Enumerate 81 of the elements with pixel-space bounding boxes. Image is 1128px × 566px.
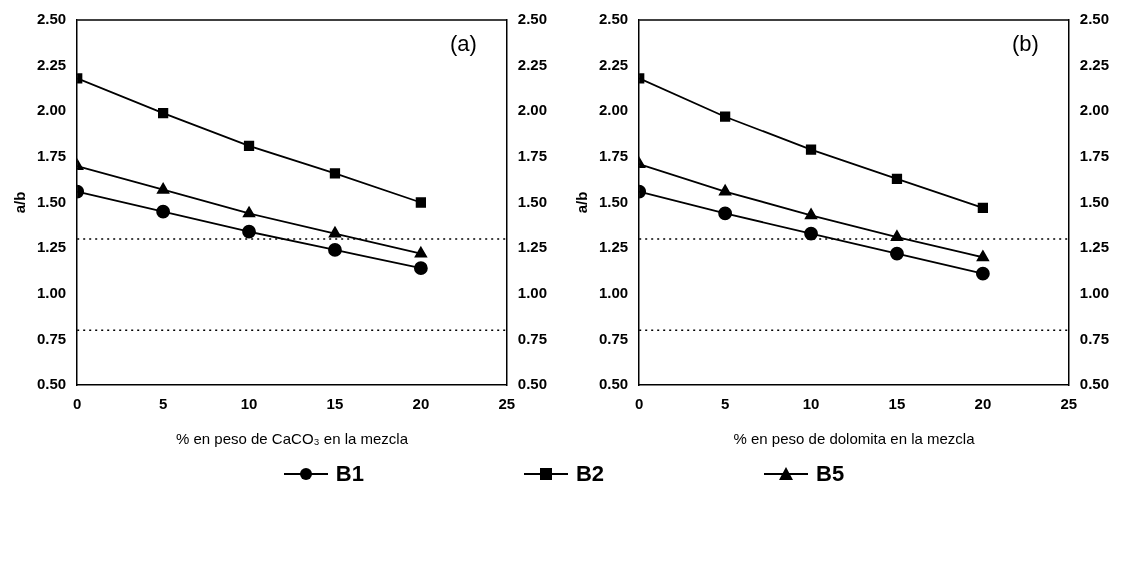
y2-tick-label: 2.00 [1079, 101, 1110, 119]
point [891, 173, 903, 184]
legend-label: B5 [816, 461, 845, 487]
point [328, 243, 342, 257]
y2-tick-label: 1.00 [517, 283, 548, 301]
y-tick-label: 2.25 [598, 55, 629, 73]
y-tick-label: 1.75 [598, 147, 629, 165]
x-tick-label: 10 [240, 395, 258, 413]
x-axis-title: % en peso de dolomita en la mezcla [733, 430, 976, 448]
y2-tick-label: 0.50 [1079, 375, 1110, 393]
y-tick-label: 0.75 [598, 329, 629, 347]
point [242, 206, 256, 218]
point [415, 197, 427, 208]
y-tick-label: 0.50 [598, 375, 629, 393]
point [719, 184, 732, 196]
point [414, 246, 427, 258]
x-tick-label: 0 [635, 395, 644, 413]
y2-tick-label: 2.50 [517, 10, 548, 28]
y-axis-title: a/b [11, 191, 29, 214]
y-tick-label: 2.00 [598, 101, 629, 119]
y2-tick-label: 0.50 [517, 375, 548, 393]
y2-tick-label: 2.00 [517, 101, 548, 119]
y-tick-label: 0.75 [36, 329, 67, 347]
point [328, 226, 342, 238]
y-tick-label: 1.50 [36, 192, 67, 210]
point [976, 250, 989, 262]
point [977, 202, 989, 214]
x-tick-label: 25 [1060, 395, 1078, 413]
point [890, 246, 904, 261]
y-tick-label: 1.50 [598, 192, 629, 210]
x-tick-label: 25 [498, 395, 516, 413]
x-tick-label: 0 [73, 395, 82, 413]
y2-tick-label: 2.25 [517, 55, 548, 73]
point [804, 208, 818, 220]
y2-tick-label: 2.50 [1079, 10, 1110, 28]
y2-tick-label: 1.75 [517, 147, 548, 165]
x-tick-label: 20 [412, 395, 430, 413]
y-tick-label: 1.25 [36, 238, 67, 256]
point [804, 226, 818, 241]
point [242, 224, 256, 239]
y-axis-title: a/b [573, 191, 591, 214]
y2-tick-label: 2.25 [1079, 55, 1110, 73]
point [805, 144, 817, 155]
point [329, 168, 341, 179]
point [157, 107, 169, 119]
y2-tick-label: 0.75 [517, 329, 548, 347]
annotation: (a) [449, 31, 477, 57]
point [718, 206, 733, 221]
x-tick-label: 5 [720, 395, 730, 413]
y2-tick-label: 1.50 [517, 192, 548, 210]
y-tick-label: 2.00 [36, 101, 67, 119]
y2-tick-label: 1.25 [1079, 238, 1110, 256]
y2-tick-label: 0.75 [1079, 329, 1110, 347]
y-tick-label: 1.25 [598, 238, 629, 256]
x-tick-label: 20 [974, 395, 992, 413]
y2-tick-label: 1.75 [1079, 147, 1110, 165]
legend-label: B2 [575, 461, 605, 487]
point [719, 111, 731, 122]
x-tick-label: 15 [888, 395, 906, 413]
y-tick-label: 1.00 [36, 283, 67, 301]
y-tick-label: 2.50 [36, 10, 67, 28]
point [890, 230, 904, 242]
point [157, 182, 170, 194]
y-tick-label: 2.25 [36, 55, 67, 73]
x-tick-label: 10 [802, 395, 820, 413]
y-tick-label: 2.50 [598, 10, 629, 28]
legend-label: B1 [335, 461, 364, 487]
y-tick-label: 1.75 [36, 147, 67, 165]
x-tick-label: 5 [158, 395, 168, 413]
y2-tick-label: 1.25 [517, 238, 548, 256]
y-tick-label: 0.50 [36, 375, 67, 393]
y2-tick-label: 1.00 [1079, 283, 1110, 301]
annotation: (b) [1011, 31, 1039, 57]
x-axis-title: % en peso de CaCO₃ en la mezcla [175, 430, 409, 448]
point [413, 261, 428, 276]
point [975, 266, 990, 281]
y2-tick-label: 1.50 [1079, 192, 1110, 210]
y-tick-label: 1.00 [598, 283, 629, 301]
point [156, 204, 171, 219]
x-tick-label: 15 [326, 395, 344, 413]
point [243, 140, 255, 152]
